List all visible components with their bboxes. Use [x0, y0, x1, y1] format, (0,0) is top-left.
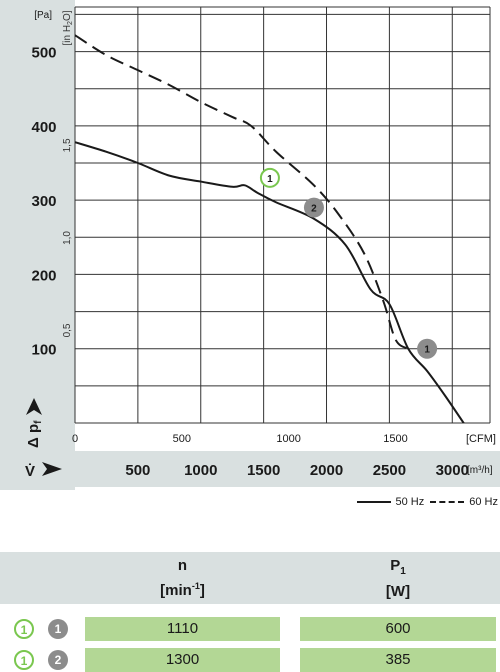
x-tick-label: 2500 — [373, 462, 406, 479]
y-tick-label: 500 — [31, 45, 56, 62]
cell-speed: 1300 — [85, 648, 280, 672]
operating-point-marker: 1 — [417, 338, 438, 359]
operating-point-label: 1 — [267, 174, 273, 185]
y-secondary-tick-label: 1,5 — [62, 138, 73, 152]
cell-power: 600 — [300, 617, 496, 641]
y-axis-symbol-sub: f — [33, 420, 44, 424]
row-marker-outline: 1 — [14, 650, 34, 670]
operating-point-circle — [303, 197, 324, 218]
x-secondary-tick-label: 500 — [173, 433, 191, 445]
y-axis-symbol-text: Δ p — [25, 424, 42, 448]
y-axis-arrow-icon — [26, 398, 42, 415]
operating-point-label: 1 — [424, 345, 430, 356]
series-line-60hz — [75, 34, 409, 350]
table-row: 1 2 1300 385 — [0, 648, 500, 672]
header-power: P1 [W] — [300, 556, 496, 602]
y-tick-label: 100 — [31, 342, 56, 359]
legend-dashed-line — [430, 501, 465, 503]
y-unit-label: [Pa] — [34, 10, 52, 21]
y-secondary-tick-label: 0,5 — [62, 323, 73, 337]
header-power-letter: P — [390, 557, 401, 574]
y-secondary-unit-label: [in H2O] — [62, 10, 74, 45]
y-axis-symbol: Δ pf — [25, 420, 44, 448]
row-marker-filled: 1 — [48, 619, 68, 639]
y-secondary-unit-text: [in H — [62, 25, 73, 46]
operating-point-marker: 2 — [303, 197, 324, 218]
x-tick-label: 1500 — [247, 462, 280, 479]
legend-item-60hz: 60 Hz — [430, 496, 498, 508]
fan-curve-chart: 100 200 300 400 500 [Pa] 0,5 1,0 1,5 [in H2O] Δ pf… — [0, 0, 500, 490]
operating-point-label: 2 — [311, 204, 317, 215]
header-speed-unit-open: [min — [160, 582, 192, 599]
row-marker-filled: 2 — [48, 650, 68, 670]
x-secondary-unit-label: [CFM] — [466, 433, 496, 445]
y-secondary-unit-sub: 2 — [67, 21, 74, 25]
legend-solid-line — [356, 501, 391, 503]
header-speed-unit-sup: -1 — [191, 581, 200, 591]
grid — [74, 6, 491, 424]
operating-point-marker: 1 — [259, 167, 280, 188]
operating-point-circle — [417, 338, 438, 359]
legend-item-50hz: 50 Hz — [356, 496, 425, 508]
cell-speed: 1110 — [85, 617, 280, 641]
y-secondary-tick-label: 1,0 — [62, 231, 73, 245]
x-unit-label: [m³/h] — [467, 465, 493, 476]
x-secondary-tick-label: 1500 — [383, 433, 407, 445]
x-axis-symbol: V̇ — [25, 463, 35, 480]
cell-power: 385 — [300, 648, 496, 672]
x-axis-arrow-icon — [42, 462, 62, 476]
chart-legend: 50 Hz 60 Hz — [300, 492, 498, 512]
y-tick-label: 300 — [31, 193, 56, 210]
x-tick-label: 1000 — [184, 462, 217, 479]
legend-label-50hz: 50 Hz — [395, 496, 425, 508]
legend-label-60hz: 60 Hz — [469, 496, 498, 508]
x-tick-label: 3000 — [436, 462, 469, 479]
header-power-sub: 1 — [400, 566, 406, 577]
table-header: n [min-1] P1 [W] — [0, 552, 500, 604]
header-power-symbol: P1 — [300, 556, 496, 582]
y-tick-label: 200 — [31, 267, 56, 284]
header-speed-unit-close: ] — [199, 582, 205, 599]
header-speed-unit: [min-1] — [85, 576, 280, 601]
row-marker-outline: 1 — [14, 619, 34, 639]
header-power-unit: [W] — [385, 583, 411, 600]
x-secondary-tick-label: 1000 — [276, 433, 300, 445]
header-speed-symbol: n — [177, 557, 188, 574]
table-row: 1 1 1110 600 — [0, 617, 500, 641]
x-axis-panel — [75, 451, 500, 487]
x-secondary-tick-label: 0 — [72, 433, 78, 445]
header-speed: n [min-1] — [85, 556, 280, 601]
series-line-50hz — [75, 141, 465, 423]
x-tick-label: 2000 — [310, 462, 343, 479]
y-tick-label: 400 — [31, 119, 56, 136]
x-tick-label: 500 — [125, 462, 150, 479]
operating-point-circle — [259, 167, 280, 188]
y-secondary-unit-end: O] — [62, 10, 73, 21]
